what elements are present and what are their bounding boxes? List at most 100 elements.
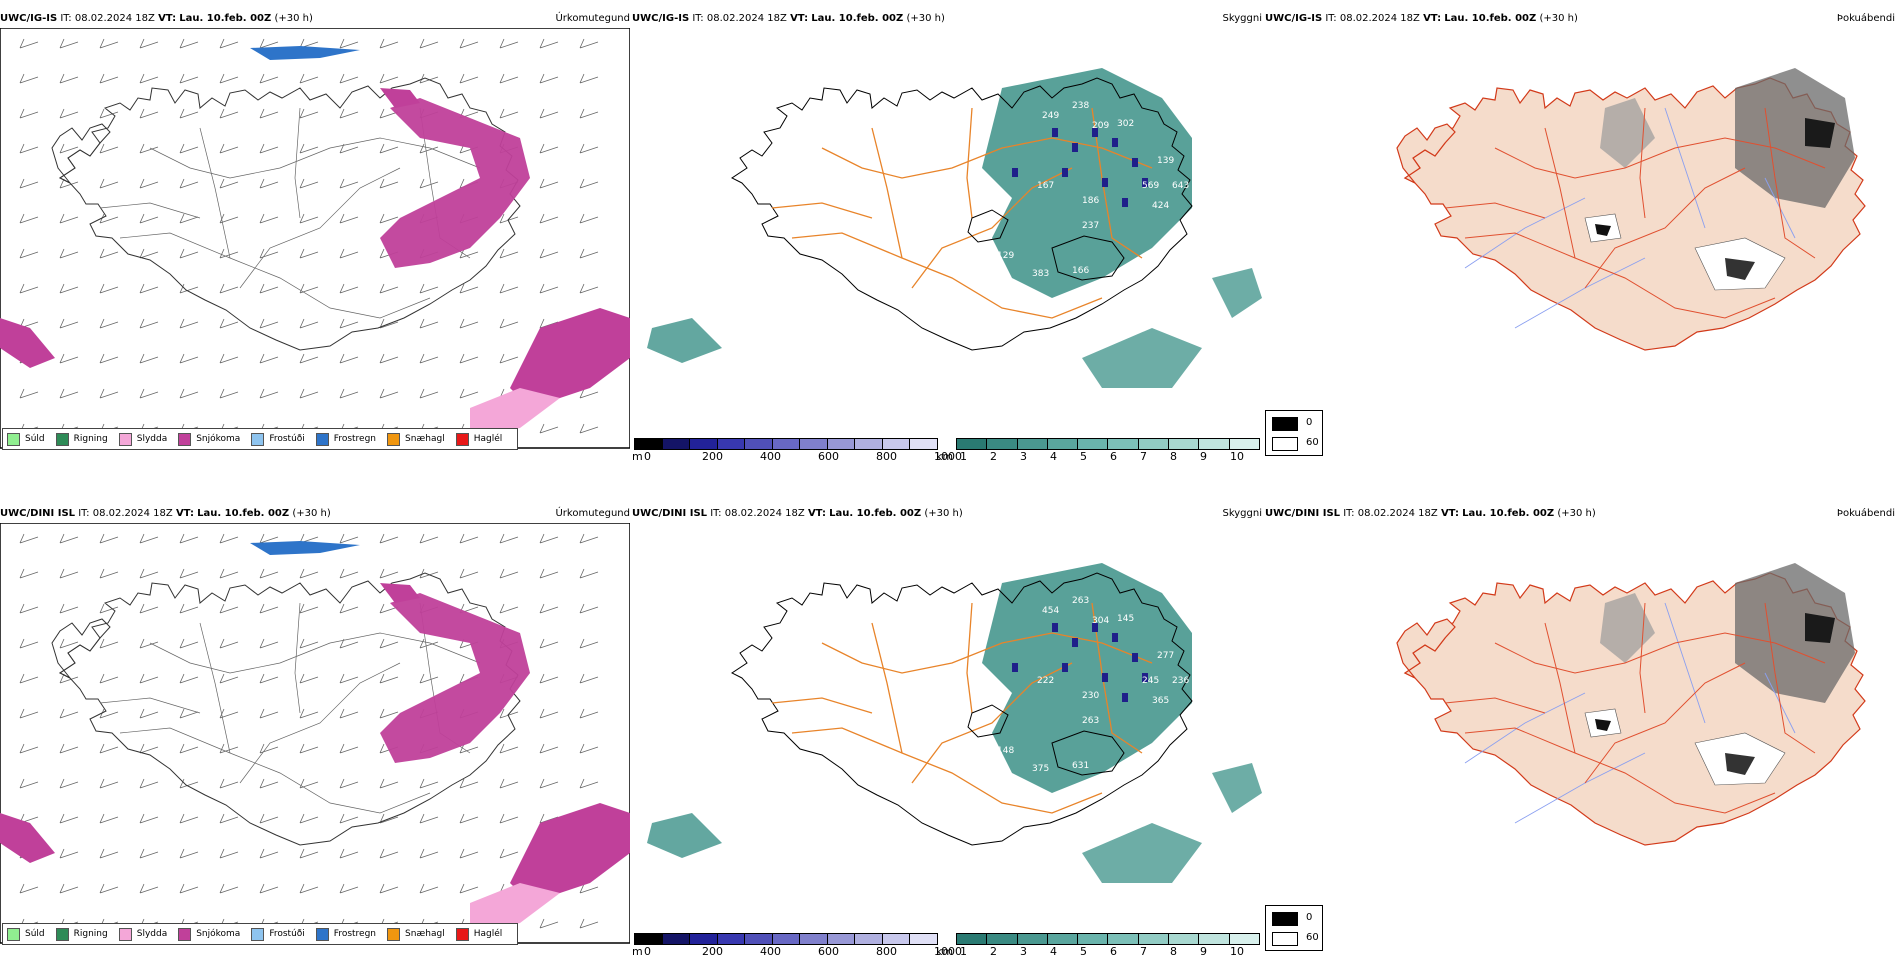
fog-value: 60 xyxy=(1306,437,1319,448)
legend-label: Frostregn xyxy=(333,434,377,444)
m-tick: 200 xyxy=(702,450,723,463)
lead-time: (+30 h) xyxy=(292,508,331,519)
legend-swatch xyxy=(315,927,329,941)
m-scale-ticks: m 0 200 400 600 800 1000 xyxy=(632,945,962,959)
legend-label: Frostúði xyxy=(269,434,305,444)
legend-swatch xyxy=(315,432,329,446)
km-scale-ticks: km 1 2 3 4 5 6 7 8 9 10 xyxy=(936,945,1260,959)
legend-swatch xyxy=(178,927,192,941)
legend-item: Snæhagl xyxy=(387,927,445,941)
vt-label: VT: xyxy=(158,13,177,24)
legend-label: Súld xyxy=(25,434,45,444)
legend-swatch xyxy=(7,927,20,941)
fog-legend: 0 60 xyxy=(1265,410,1323,456)
precip-type-legend: Súld Rigning Slydda Snjókoma Frostúði Fr… xyxy=(2,428,519,450)
vt-value: Lau. 10.feb. 00Z xyxy=(1462,508,1555,519)
legend-item: Snæhagl xyxy=(387,432,445,446)
model-name: UWC/DINI ISL xyxy=(632,508,708,519)
legend-swatch xyxy=(251,927,265,941)
it-value: 08.02.2024 18Z xyxy=(92,508,173,519)
panel-header: UWC/IG-IS IT: 08.02.2024 18Z VT: Lau. 10… xyxy=(1265,10,1578,28)
fog-index-panel: UWC/IG-IS IT: 08.02.2024 18Z VT: Lau. 10… xyxy=(1265,10,1895,472)
visibility-label: 230 xyxy=(1082,691,1099,701)
km-tick: 1 xyxy=(960,450,967,463)
km-tick: 10 xyxy=(1230,450,1244,463)
visibility-panel: UWC/IG-IS IT: 08.02.2024 18Z VT: Lau. 10… xyxy=(632,10,1262,472)
m-tick: 600 xyxy=(818,450,839,463)
km-tick: 6 xyxy=(1110,945,1117,958)
it-value: 08.02.2024 18Z xyxy=(706,13,787,24)
vt-label: VT: xyxy=(175,508,194,519)
visibility-label: 166 xyxy=(1072,266,1089,276)
legend-label: Súld xyxy=(25,929,45,939)
km-tick: 3 xyxy=(1020,945,1027,958)
m-color-scale xyxy=(634,933,938,945)
legend-label: Rigning xyxy=(73,434,108,444)
legend-label: Frostúði xyxy=(269,929,305,939)
vt-value: Lau. 10.feb. 00Z xyxy=(829,508,922,519)
visibility-label: 148 xyxy=(997,746,1014,756)
panel-title: Þokuábendi xyxy=(1836,508,1895,519)
km-tick: 1 xyxy=(960,945,967,958)
visibility-panel: UWC/DINI ISL IT: 08.02.2024 18Z VT: Lau.… xyxy=(632,505,1262,967)
it-value: 08.02.2024 18Z xyxy=(1339,13,1420,24)
visibility-label: 375 xyxy=(1032,764,1049,774)
legend-swatch xyxy=(55,432,69,446)
visibility-label: 365 xyxy=(1152,696,1169,706)
fog-swatch xyxy=(1272,932,1298,946)
visibility-label: 145 xyxy=(1117,614,1134,624)
m-scale-ticks: m 0 200 400 600 800 1000 xyxy=(632,450,962,464)
km-tick: 9 xyxy=(1200,450,1207,463)
visibility-label: 424 xyxy=(1152,201,1169,211)
panel-title: Úrkomutegund xyxy=(555,508,630,519)
visibility-label: 236 xyxy=(1172,676,1189,686)
visibility-label: 643 xyxy=(1172,181,1189,191)
km-tick: 2 xyxy=(990,945,997,958)
legend-item: Frostregn xyxy=(315,432,377,446)
m-tick: 200 xyxy=(702,945,723,958)
m-tick: 0 xyxy=(644,450,651,463)
lead-time: (+30 h) xyxy=(274,13,313,24)
visibility-label: 302 xyxy=(1117,119,1134,129)
visibility-label: 982 xyxy=(1192,656,1209,666)
legend-item: Slydda xyxy=(118,927,168,941)
fog-swatch xyxy=(1272,912,1298,926)
model-name: UWC/DINI ISL xyxy=(1265,508,1341,519)
legend-item: Rigning xyxy=(55,927,108,941)
legend-swatch xyxy=(7,432,20,446)
visibility-label: 631 xyxy=(1072,761,1089,771)
legend-swatch xyxy=(178,432,192,446)
visibility-label: 139 xyxy=(1157,156,1174,166)
vt-value: Lau. 10.feb. 00Z xyxy=(1444,13,1537,24)
km-tick: 5 xyxy=(1080,945,1087,958)
km-tick: 4 xyxy=(1050,945,1057,958)
fog-swatch xyxy=(1272,417,1298,431)
legend-label: Snæhagl xyxy=(405,929,445,939)
km-unit: km xyxy=(936,450,954,463)
legend-label: Slydda xyxy=(136,929,168,939)
legend-item: Frostregn xyxy=(315,927,376,941)
visibility-label: 263 xyxy=(1072,596,1089,606)
vt-label: VT: xyxy=(807,508,826,519)
km-tick: 5 xyxy=(1080,450,1087,463)
panel-header: UWC/DINI ISL IT: 08.02.2024 18Z VT: Lau.… xyxy=(632,505,963,523)
visibility-label: 277 xyxy=(1157,651,1174,661)
km-scale-ticks: km 1 2 3 4 5 6 7 8 9 10 xyxy=(936,450,1260,464)
vt-label: VT: xyxy=(1423,13,1442,24)
legend-label: Snæhagl xyxy=(405,434,445,444)
fog-value: 60 xyxy=(1306,932,1319,943)
legend-swatch xyxy=(387,927,401,941)
precip-type-panel: UWC/DINI ISL IT: 08.02.2024 18Z VT: Lau.… xyxy=(0,505,630,967)
km-tick: 7 xyxy=(1140,945,1147,958)
m-unit: m xyxy=(632,945,643,958)
m-tick: 1000 xyxy=(934,450,962,463)
precip-type-legend: Súld Rigning Slydda Snjókoma Frostúði Fr… xyxy=(2,923,519,945)
it-label: IT: xyxy=(78,508,90,519)
km-tick: 2 xyxy=(990,450,997,463)
km-tick: 4 xyxy=(1050,450,1057,463)
legend-swatch xyxy=(118,927,132,941)
visibility-label: 186 xyxy=(1082,196,1099,206)
legend-swatch xyxy=(455,927,469,941)
it-label: IT: xyxy=(710,508,722,519)
legend-item: Súld xyxy=(7,927,45,941)
